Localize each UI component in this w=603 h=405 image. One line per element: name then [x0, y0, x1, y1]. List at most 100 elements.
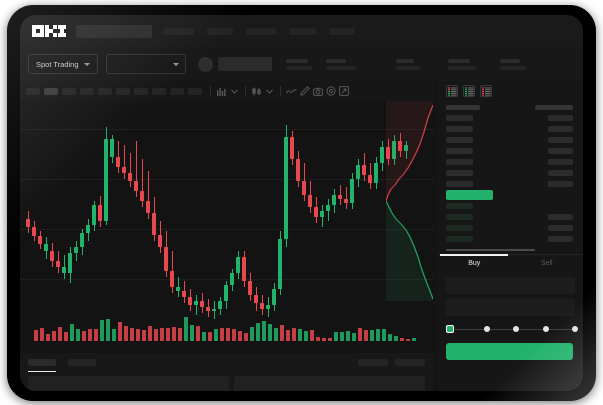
volume-bar	[166, 328, 170, 341]
volume-bar	[280, 325, 284, 341]
chart-type-icon[interactable]	[250, 85, 263, 98]
orderbook-scrollbar[interactable]	[446, 249, 535, 251]
bottom-action-1[interactable]	[358, 359, 388, 366]
interval-1d-button[interactable]	[134, 87, 148, 95]
nav-item-trade-label	[164, 28, 165, 29]
slider-stop-50[interactable]	[513, 326, 520, 332]
ticker-stat-24h-low	[447, 58, 476, 70]
volume-bar	[202, 332, 206, 341]
pencil-draw-icon[interactable]	[298, 85, 311, 98]
orderbook-row-bid[interactable]	[438, 222, 583, 233]
volume-bar	[340, 332, 344, 341]
volume-bar	[70, 324, 74, 341]
nav-item-more[interactable]	[329, 27, 355, 35]
order-amount-input[interactable]	[446, 299, 575, 316]
nav-item-trade[interactable]	[164, 27, 194, 35]
settings-gear-icon[interactable]	[324, 85, 337, 98]
nav-item-markets-label	[207, 28, 208, 29]
volume-bar	[364, 330, 368, 341]
chevron-down-icon[interactable]	[263, 85, 276, 98]
volume-bar	[130, 328, 134, 341]
chevron-down-icon[interactable]	[228, 85, 241, 98]
volume-bar	[64, 332, 68, 341]
market-type-label: Spot Trading	[36, 59, 79, 69]
volume-bar	[118, 322, 122, 341]
order-tab-sell[interactable]: Sell	[511, 255, 584, 272]
orderbook-row-bid[interactable]	[438, 233, 583, 244]
interval-1m-button[interactable]	[26, 87, 40, 95]
orderbook-and-order-form-panel: Buy Sell	[438, 81, 583, 391]
orderbook-row-ask[interactable]	[438, 156, 583, 167]
orderbook-amount-cell	[548, 114, 573, 121]
bottom-panel-right[interactable]	[233, 376, 425, 391]
nav-item-earn[interactable]	[246, 27, 276, 35]
volume-bar	[94, 329, 98, 341]
line-chart-icon[interactable]	[285, 85, 298, 98]
orderbook-spread-row[interactable]	[438, 189, 583, 200]
volume-bar	[106, 319, 110, 341]
interval-more-button[interactable]	[188, 87, 202, 95]
tablet-screen: OKX Spot Trading	[20, 15, 583, 391]
slider-stop-100[interactable]	[571, 326, 578, 332]
camera-snapshot-icon[interactable]	[311, 85, 324, 98]
interval-15m-button[interactable]	[62, 87, 76, 95]
okx-logo-icon[interactable]: OKX	[32, 25, 66, 37]
bottom-action-2[interactable]	[395, 359, 425, 366]
volume-bar	[238, 331, 242, 341]
orderbook-amount-cell	[548, 203, 573, 209]
orderbook-amount-cell	[548, 125, 573, 132]
toolbar-divider	[280, 86, 281, 96]
orderbook-row-ask[interactable]	[438, 123, 583, 134]
order-tab-buy[interactable]: Buy	[438, 255, 511, 272]
volume-bar	[190, 325, 194, 341]
volume-bar	[142, 330, 146, 341]
interval-1mo-button[interactable]	[170, 87, 184, 95]
bottom-tab-open-orders[interactable]	[28, 359, 56, 372]
orderbook-row-bid[interactable]	[438, 211, 583, 222]
fullscreen-expand-icon[interactable]	[337, 85, 350, 98]
order-amount-slider[interactable]	[446, 325, 578, 335]
interval-5m-button[interactable]	[44, 87, 58, 95]
order-price-input[interactable]	[446, 277, 575, 294]
orderbook-row-ask[interactable]	[438, 134, 583, 145]
volume-bar	[196, 326, 200, 341]
orderbook-mode-asks-icon[interactable]	[480, 85, 492, 97]
volume-bar	[214, 329, 218, 341]
volume-bar	[334, 332, 338, 341]
slider-stop-25[interactable]	[484, 326, 491, 332]
orderbook-row-ask[interactable]	[438, 112, 583, 123]
trading-pair-select[interactable]	[105, 54, 186, 74]
orderbook-amount-cell	[548, 224, 573, 231]
orderbook-row-ask[interactable]	[438, 145, 583, 156]
orderbook-row-bid[interactable]	[438, 200, 583, 211]
volume-histogram	[20, 297, 433, 341]
interval-1h-button[interactable]	[98, 87, 112, 95]
candlestick-chart[interactable]	[20, 101, 433, 353]
volume-bar	[268, 324, 272, 341]
slider-stop-75[interactable]	[542, 326, 549, 332]
volume-bar	[412, 338, 416, 341]
bottom-tab-order-history[interactable]	[68, 359, 96, 366]
chart-toolbar	[20, 81, 433, 101]
orderbook-mode-both-icon[interactable]	[446, 85, 458, 97]
market-type-dropdown[interactable]: Spot Trading	[28, 54, 98, 74]
nav-item-markets[interactable]	[207, 27, 233, 35]
global-search-input[interactable]	[76, 24, 152, 38]
indicators-icon[interactable]	[215, 85, 228, 98]
nav-item-wallet-label	[289, 28, 290, 29]
orderbook-price-cell	[446, 136, 473, 143]
volume-bar	[136, 329, 140, 341]
interval-1w-button[interactable]	[152, 87, 166, 95]
orderbook-row-ask[interactable]	[438, 178, 583, 189]
slider-handle[interactable]	[446, 325, 454, 333]
interval-4h-button[interactable]	[116, 87, 130, 95]
orderbook-mode-bids-icon[interactable]	[463, 85, 475, 97]
orderbook-row-ask[interactable]	[438, 167, 583, 178]
orderbook-price-cell	[446, 158, 473, 165]
volume-bar	[244, 333, 248, 341]
interval-30m-button[interactable]	[80, 87, 94, 95]
volume-bar	[208, 332, 212, 341]
bottom-panel-left[interactable]	[28, 376, 229, 391]
submit-buy-button[interactable]	[446, 343, 573, 360]
nav-item-wallet[interactable]	[289, 27, 316, 35]
